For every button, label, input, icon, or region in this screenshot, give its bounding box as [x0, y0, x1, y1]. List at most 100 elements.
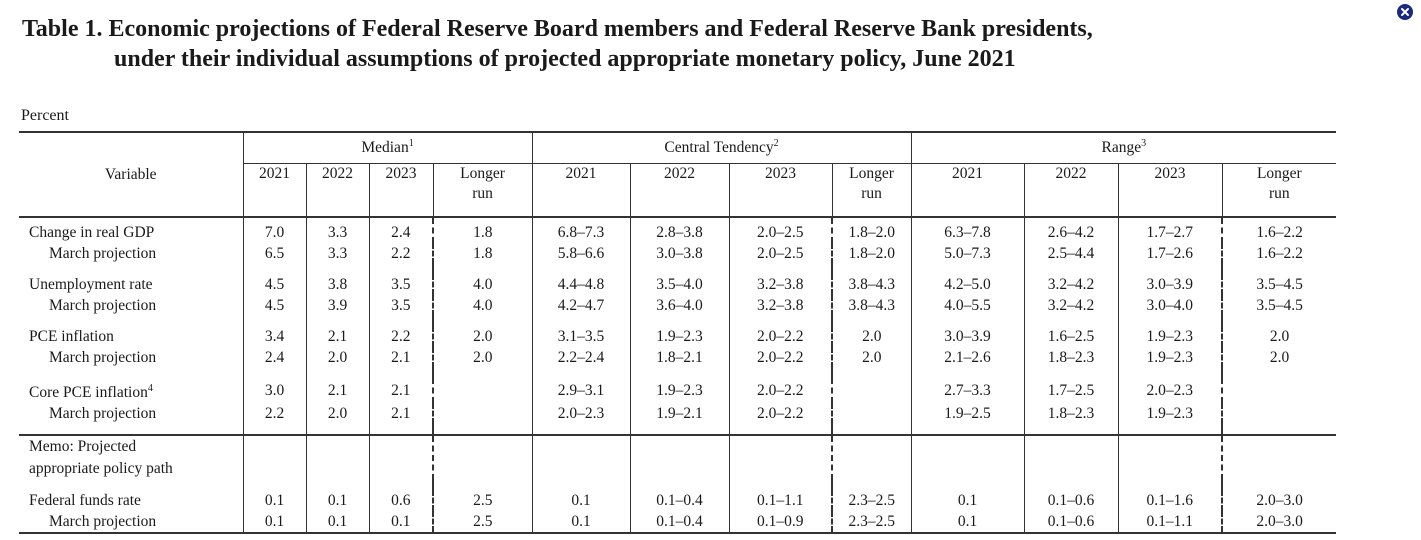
- table-cell: 4.5: [242, 274, 306, 295]
- range-year-header: 2022: [1023, 163, 1119, 217]
- row-label: March projection: [49, 349, 157, 366]
- spacer-cell: [1023, 264, 1119, 274]
- table-cell: 2.1–2.6: [910, 347, 1025, 368]
- row-label: March projection: [49, 405, 157, 423]
- spacer-row: [19, 264, 1337, 274]
- spacer-cell: [531, 264, 631, 274]
- spacer-cell: [1117, 316, 1223, 326]
- table-cell: 3.5: [368, 295, 433, 316]
- empty-cell: [629, 434, 730, 481]
- central-tendency-header: Central Tendency2: [531, 131, 912, 164]
- empty-cell: [910, 434, 1025, 481]
- longer-label: Longer: [849, 165, 894, 182]
- spacer-cell: [728, 368, 833, 378]
- central-longer-run-header: Longer run: [831, 163, 912, 217]
- table-cell: 3.8–4.3: [831, 295, 912, 316]
- spacer-cell: [1221, 264, 1337, 274]
- spacer-cell: [242, 480, 306, 491]
- memo-label: Memo: Projected appropriate policy path: [19, 434, 243, 481]
- table-cell: 0.1: [531, 490, 631, 512]
- table-cell: 3.3: [305, 216, 369, 243]
- table-cell: 2.4: [368, 216, 433, 243]
- table-cell: 2.0–2.3: [1117, 378, 1223, 404]
- row-label: Change in real GDP: [19, 216, 243, 243]
- spacer-cell: [1221, 480, 1337, 491]
- central-year-header: 2023: [728, 163, 833, 217]
- table-cell: 1.9–2.3: [1117, 326, 1223, 347]
- spacer-cell: [910, 424, 1025, 436]
- spacer-cell: [728, 480, 833, 491]
- spacer-cell: [531, 368, 631, 378]
- median-longer-run-header: Longer run: [432, 163, 533, 217]
- spacer-cell: [1117, 424, 1223, 436]
- memo-line-1: Memo: Projected: [29, 438, 137, 456]
- core-pce-footnote: 4: [147, 383, 153, 394]
- spacer-cell: [19, 480, 243, 490]
- spacer-cell: [431, 368, 533, 378]
- spacer-cell: [1221, 316, 1337, 326]
- table-row: Unemployment rate 4.5 3.8 3.5 4.0 4.4–4.8 3.5–…: [19, 274, 1337, 295]
- table-cell: 4.4–4.8: [531, 274, 631, 295]
- median-footnote: 1: [408, 138, 414, 150]
- table-cell: 2.3–2.5: [831, 511, 912, 535]
- spacer-cell: [831, 424, 912, 436]
- table-cell: 0.1–0.4: [629, 511, 730, 535]
- table-cell: 1.8–2.3: [1023, 347, 1119, 368]
- empty-cell: [831, 434, 912, 481]
- table-cell: 2.0–2.5: [728, 243, 833, 264]
- table-cell: 1.8–2.3: [1023, 403, 1119, 425]
- memo-row: Memo: Projected appropriate policy path: [19, 434, 1337, 481]
- spacer-cell: [531, 316, 631, 326]
- table-cell: 3.2–4.2: [1023, 295, 1119, 316]
- table-cell: 3.5: [368, 274, 433, 295]
- spacer-cell: [431, 480, 533, 491]
- spacer-cell: [242, 264, 306, 274]
- central-year-header: 2021: [531, 163, 631, 217]
- spacer-cell: [629, 368, 730, 378]
- table-cell: 0.1–1.1: [728, 490, 833, 512]
- table-cell: [1221, 403, 1337, 425]
- empty-cell: [368, 434, 433, 481]
- table-cell: 2.0–3.0: [1221, 511, 1337, 535]
- table-cell: 5.0–7.3: [910, 243, 1025, 264]
- table-row: Core PCE inflation4 3.0 2.1 2.1 2.9–3.1 1.9–2…: [19, 378, 1337, 404]
- table-cell: 0.1: [305, 490, 369, 512]
- table-cell: 2.9–3.1: [531, 378, 631, 404]
- table-cell: 2.0: [1221, 347, 1337, 368]
- table-cell: 3.2–4.2: [1023, 274, 1119, 295]
- table-cell: 1.9–2.3: [1117, 403, 1223, 425]
- table-cell: 1.6–2.2: [1221, 243, 1337, 264]
- table-cell: 3.8: [305, 274, 369, 295]
- table-cell: 2.1: [305, 326, 369, 347]
- row-label: PCE inflation: [29, 328, 114, 345]
- table-cell: 2.0: [831, 326, 912, 347]
- spacer-cell: [629, 264, 730, 274]
- spacer-cell: [1117, 480, 1223, 491]
- projections-table: Variable Median1 Central Tendency2 Range…: [19, 131, 1337, 535]
- spacer-cell: [1023, 316, 1119, 326]
- spacer-cell: [728, 316, 833, 326]
- median-year-header: 2023: [368, 163, 433, 217]
- table-cell: 0.1–0.6: [1023, 490, 1119, 512]
- table-cell: 2.0–2.2: [728, 326, 833, 347]
- table-row: March projection 6.5 3.3 2.2 1.8 5.8–6.6 3.0–3…: [19, 243, 1337, 264]
- spacer-row: [19, 368, 1337, 378]
- spacer-cell: [1023, 424, 1119, 436]
- table-cell: 2.0: [431, 326, 533, 347]
- table-cell: 2.0: [431, 347, 533, 368]
- table-cell: 1.8: [431, 216, 533, 243]
- table-cell: 2.5–4.4: [1023, 243, 1119, 264]
- spacer-cell: [19, 264, 243, 274]
- spacer-cell: [531, 480, 631, 491]
- spacer-cell: [242, 424, 306, 436]
- table-cell: 4.5: [242, 295, 306, 316]
- table-cell: 2.2–2.4: [531, 347, 631, 368]
- empty-cell: [305, 434, 369, 481]
- row-label: Federal funds rate: [29, 492, 141, 510]
- spacer-cell: [431, 424, 533, 436]
- table-cell: 1.8–2.1: [629, 347, 730, 368]
- spacer-cell: [305, 368, 369, 378]
- table-cell: 6.3–7.8: [910, 216, 1025, 243]
- table-cell: 3.5–4.5: [1221, 295, 1337, 316]
- close-icon[interactable]: [1397, 4, 1413, 20]
